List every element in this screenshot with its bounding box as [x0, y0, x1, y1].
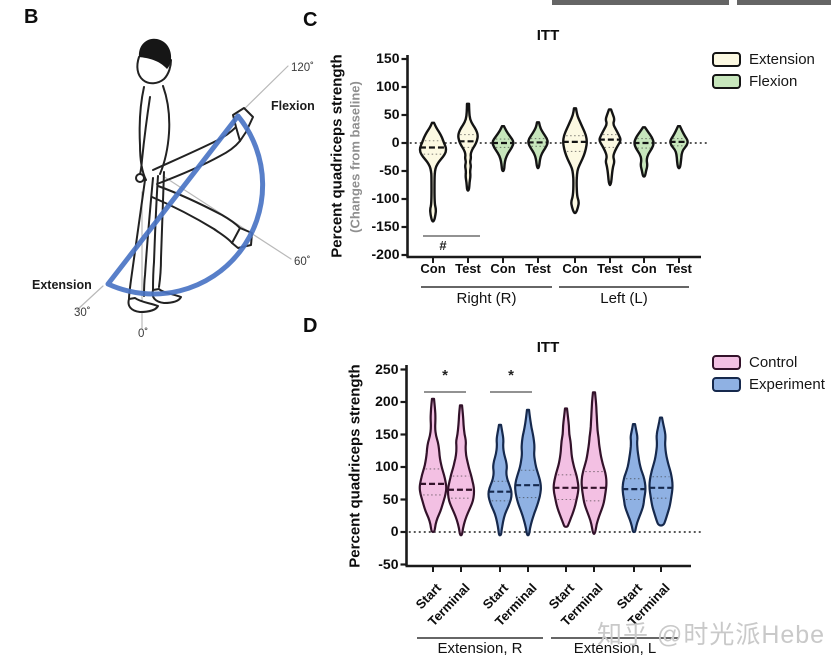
chart-d-title: ITT: [536, 339, 560, 356]
redaction-bar: [737, 0, 831, 5]
y-tick-label: 0: [391, 134, 400, 150]
chart-c-ylabel: Percent quadriceps strength: [328, 54, 346, 258]
x-tick-label: Test: [597, 261, 623, 276]
chart-c-ylabel-sub: (Changes from baseline): [347, 81, 363, 233]
control-swatch: [712, 355, 741, 370]
violin-start-1: [621, 423, 647, 534]
redaction-bars: [552, 0, 831, 5]
significance-symbol: *: [508, 367, 514, 384]
violin-chart-c: [401, 55, 708, 288]
person-arm: [139, 96, 151, 175]
y-tick-label: -150: [371, 218, 400, 234]
extension-swatch: [712, 52, 741, 67]
watermark: 知乎 @时光派Hebe: [597, 621, 826, 649]
legend-flexion: Flexion: [712, 73, 797, 90]
violin-start-1: [487, 423, 513, 537]
y-tick-label: 150: [376, 50, 400, 66]
violin-start-0: [418, 397, 448, 534]
y-tick-label: -50: [379, 162, 400, 178]
angle-label-120: 120˚: [291, 62, 314, 74]
violin-terminal-0: [580, 391, 608, 536]
violin-test-1: [527, 121, 549, 170]
y-tick-label: -100: [371, 190, 400, 206]
legend-label: Flexion: [749, 73, 798, 90]
significance-symbol: *: [442, 367, 448, 384]
x-tick-label: Con: [631, 261, 657, 276]
person-back: [138, 86, 147, 181]
extension-label: Extension: [32, 278, 92, 292]
violin-terminal-1: [514, 408, 542, 537]
rom-arc: [105, 113, 266, 297]
x-tick-label: Con: [562, 261, 588, 276]
group-label: Extension, R: [437, 640, 523, 657]
person-head: [136, 56, 172, 85]
redaction-bar: [552, 0, 729, 5]
legend-experiment: Experiment: [712, 376, 825, 393]
y-tick-label: 50: [382, 490, 399, 507]
violin-terminal-1: [648, 416, 674, 527]
group-label: Left (L): [600, 290, 648, 307]
person-foot: [127, 297, 159, 313]
y-tick-label: 100: [376, 78, 400, 94]
person-hand: [135, 173, 145, 183]
legend-label: Extension: [749, 51, 815, 68]
legend-label: Experiment: [749, 376, 825, 393]
group-label: Right (R): [456, 290, 517, 307]
violin-start-0: [552, 407, 580, 528]
angle-label-0: 0˚: [138, 328, 148, 340]
angle-label-60: 60˚: [294, 256, 311, 268]
y-tick-label: 0: [390, 523, 399, 539]
group-label: Extension, L: [573, 640, 657, 657]
y-tick-label: 250: [375, 360, 399, 377]
panel-label-c: C: [303, 9, 318, 31]
y-tick-label: 100: [375, 458, 399, 474]
y-tick-label: 200: [375, 393, 399, 409]
violin-terminal-0: [446, 404, 476, 537]
angle-label-30: 30˚: [74, 307, 91, 319]
y-tick-label: -50: [378, 555, 399, 572]
panel-label-b: B: [24, 6, 39, 28]
legend-label: Control: [749, 354, 798, 371]
x-tick-label: Test: [525, 261, 551, 276]
person-hair: [138, 38, 172, 69]
knee-rom-diagram: 120˚ Flexion 60˚ Extension 30˚ 0˚: [32, 38, 315, 340]
flexion-label: Flexion: [271, 99, 315, 113]
legend-extension: Extension: [712, 51, 815, 68]
chart-c-title: ITT: [536, 27, 560, 44]
violin-chart-d: [400, 365, 702, 639]
person-chest: [159, 85, 171, 175]
y-tick-label: 50: [383, 106, 400, 122]
chart-d-ylabel: Percent quadriceps strength: [346, 364, 364, 568]
violin-con-0: [562, 107, 588, 215]
x-tick-label: Con: [420, 261, 446, 276]
flexion-swatch: [712, 74, 741, 89]
y-tick-label: 150: [375, 425, 399, 442]
x-tick-label: Test: [666, 261, 692, 276]
x-tick-label: Test: [455, 261, 481, 276]
legend-control: Control: [712, 354, 797, 371]
y-tick-label: -200: [371, 246, 400, 262]
panel-label-d: D: [303, 315, 318, 337]
significance-symbol: #: [439, 238, 447, 253]
x-tick-label: Con: [490, 261, 516, 276]
violin-con-1: [633, 126, 655, 178]
experiment-swatch: [712, 377, 741, 392]
